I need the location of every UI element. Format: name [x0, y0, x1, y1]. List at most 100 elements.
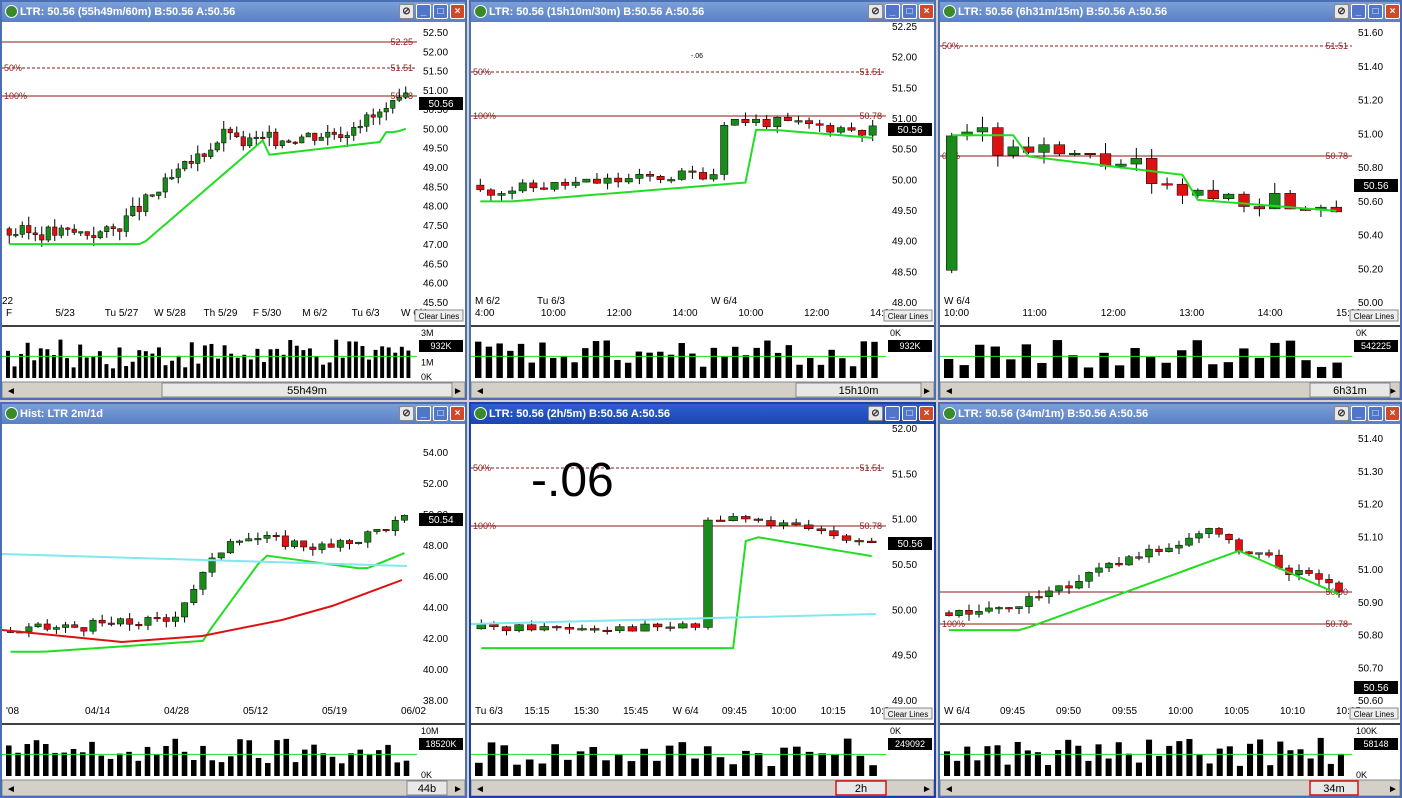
- volume-bar: [386, 347, 391, 378]
- candle-body: [32, 232, 38, 235]
- link-icon[interactable]: ⊘: [1334, 406, 1349, 421]
- chart-window-15m[interactable]: LTR: 50.56 (6h31m/15m) B:50.56 A:50.56 ⊘…: [938, 0, 1402, 400]
- volume-bar: [764, 340, 771, 378]
- candle-body: [169, 177, 175, 180]
- maximize-button[interactable]: □: [902, 4, 917, 19]
- candle-body: [245, 538, 253, 542]
- chart-area[interactable]: 51.60 51.40 51.20 51.00 50.80 50.60 50.40 50.20…: [940, 22, 1400, 398]
- candle-body: [1225, 533, 1233, 541]
- clear-lines-label: Clear Lines: [888, 710, 928, 719]
- minimize-button[interactable]: _: [416, 406, 431, 421]
- volume-axis-label: 0K: [890, 328, 901, 338]
- maximize-button[interactable]: □: [1368, 4, 1383, 19]
- link-icon[interactable]: ⊘: [868, 4, 883, 19]
- minimize-button[interactable]: _: [1351, 4, 1366, 19]
- volume-bar: [721, 356, 728, 378]
- volume-bar: [839, 358, 846, 378]
- candle-body: [254, 538, 262, 541]
- window-titlebar[interactable]: LTR: 50.56 (6h31m/15m) B:50.56 A:50.56 ⊘…: [940, 2, 1400, 22]
- time-axis-label: 5/23: [55, 308, 75, 319]
- volume-bar: [742, 355, 750, 378]
- volume-bar: [1037, 362, 1047, 378]
- link-icon[interactable]: ⊘: [399, 4, 414, 19]
- chart-window-60m[interactable]: LTR: 50.56 (55h49m/60m) B:50.56 A:50.56 …: [0, 0, 467, 400]
- candle-body: [130, 205, 136, 217]
- minimize-button[interactable]: _: [416, 4, 431, 19]
- candle-body: [89, 619, 97, 632]
- close-button[interactable]: ×: [450, 4, 465, 19]
- window-titlebar[interactable]: LTR: 50.56 (55h49m/60m) B:50.56 A:50.56 …: [2, 2, 465, 22]
- volume-bar: [367, 359, 371, 378]
- volume-bar: [1226, 746, 1233, 776]
- chart-area[interactable]: 52.50 52.00 51.50 51.00 50.50 50.00 49.50 49.00…: [2, 22, 465, 398]
- candle-body: [783, 116, 792, 121]
- volume-bar: [1270, 342, 1280, 378]
- price-axis-label: 49.50: [892, 206, 917, 217]
- candle-body: [1315, 573, 1323, 580]
- maximize-button[interactable]: □: [902, 406, 917, 421]
- candle-body: [357, 126, 363, 129]
- candle-body: [518, 182, 527, 192]
- candle-body: [1195, 533, 1203, 539]
- window-titlebar[interactable]: LTR: 50.56 (15h10m/30m) B:50.56 A:50.56 …: [471, 2, 934, 22]
- chart-window-1m[interactable]: LTR: 50.56 (34m/1m) B:50.56 A:50.56 ⊘ _ …: [938, 402, 1402, 798]
- minimize-button[interactable]: _: [1351, 406, 1366, 421]
- candle-body: [552, 626, 562, 629]
- minimize-button[interactable]: _: [885, 4, 900, 19]
- close-button[interactable]: ×: [450, 406, 465, 421]
- volume-bar: [71, 367, 76, 378]
- minimize-button[interactable]: _: [885, 406, 900, 421]
- link-icon[interactable]: ⊘: [399, 406, 414, 421]
- candle-body: [126, 618, 134, 625]
- window-titlebar[interactable]: Hist: LTR 2m/1d ⊘ _ □ ×: [2, 404, 465, 424]
- volume-last-box: [419, 340, 463, 352]
- candle-body: [344, 135, 350, 138]
- last-price-box: [419, 97, 463, 110]
- close-button[interactable]: ×: [1385, 406, 1400, 421]
- candle-body: [703, 519, 713, 628]
- volume-bar: [43, 744, 49, 776]
- chart-area[interactable]: 52.25 52.00 51.50 51.00 50.50 50.00 49.50 49.00…: [471, 22, 934, 398]
- volume-bar: [301, 350, 306, 378]
- price-axis-label: 50.70: [1358, 663, 1383, 674]
- link-icon[interactable]: ⊘: [868, 406, 883, 421]
- moving-average-line: [480, 128, 873, 203]
- candle-body: [592, 178, 601, 184]
- volume-bar: [831, 754, 839, 776]
- candle-body: [652, 623, 663, 628]
- level-price-label: 50.78: [1325, 619, 1348, 629]
- volume-bar: [1223, 362, 1234, 378]
- chart-window-30m[interactable]: LTR: 50.56 (15h10m/30m) B:50.56 A:50.56 …: [469, 0, 936, 400]
- timespan-label: 44b: [418, 783, 436, 795]
- chart-area[interactable]: 54.0052.0050.0048.0046.0044.0042.0040.00…: [2, 424, 465, 796]
- chart-window-5m[interactable]: LTR: 50.56 (2h/5m) B:50.56 A:50.56 ⊘ _ □…: [469, 402, 936, 798]
- link-icon[interactable]: ⊘: [1334, 4, 1349, 19]
- candle-body: [98, 619, 106, 624]
- volume-bar: [357, 749, 364, 776]
- maximize-button[interactable]: □: [1368, 406, 1383, 421]
- close-button[interactable]: ×: [919, 406, 934, 421]
- price-axis-label: 51.00: [1358, 565, 1383, 576]
- volume-bar: [1316, 366, 1327, 378]
- window-titlebar[interactable]: LTR: 50.56 (34m/1m) B:50.56 A:50.56 ⊘ _ …: [940, 404, 1400, 424]
- chart-area[interactable]: 51.40 51.30 51.20 51.10 51.00 50.90 50.80 50.70…: [940, 424, 1400, 796]
- candle-body: [1084, 153, 1096, 156]
- volume-bar: [143, 351, 148, 378]
- close-button[interactable]: ×: [919, 4, 934, 19]
- chart-app-icon: [474, 5, 487, 18]
- chart-area[interactable]: 52.00 51.50 51.00 50.50 50.00 49.50 49.00 50% 51…: [471, 424, 934, 796]
- candle-body: [501, 626, 512, 632]
- maximize-button[interactable]: □: [433, 406, 448, 421]
- price-axis-label: 51.60: [1358, 28, 1383, 39]
- maximize-button[interactable]: □: [433, 4, 448, 19]
- close-button[interactable]: ×: [1385, 4, 1400, 19]
- volume-bar: [52, 752, 58, 776]
- volume-bar: [1135, 762, 1142, 776]
- volume-bar: [307, 348, 312, 378]
- volume-bar: [742, 750, 750, 776]
- window-titlebar[interactable]: LTR: 50.56 (2h/5m) B:50.56 A:50.56 ⊘ _ □…: [471, 404, 934, 424]
- price-change-note: -.06: [531, 454, 614, 507]
- candle-body: [52, 627, 60, 630]
- chart-window-daily[interactable]: Hist: LTR 2m/1d ⊘ _ □ × 54.0052.0050.004…: [0, 402, 467, 798]
- candle-body: [854, 540, 864, 543]
